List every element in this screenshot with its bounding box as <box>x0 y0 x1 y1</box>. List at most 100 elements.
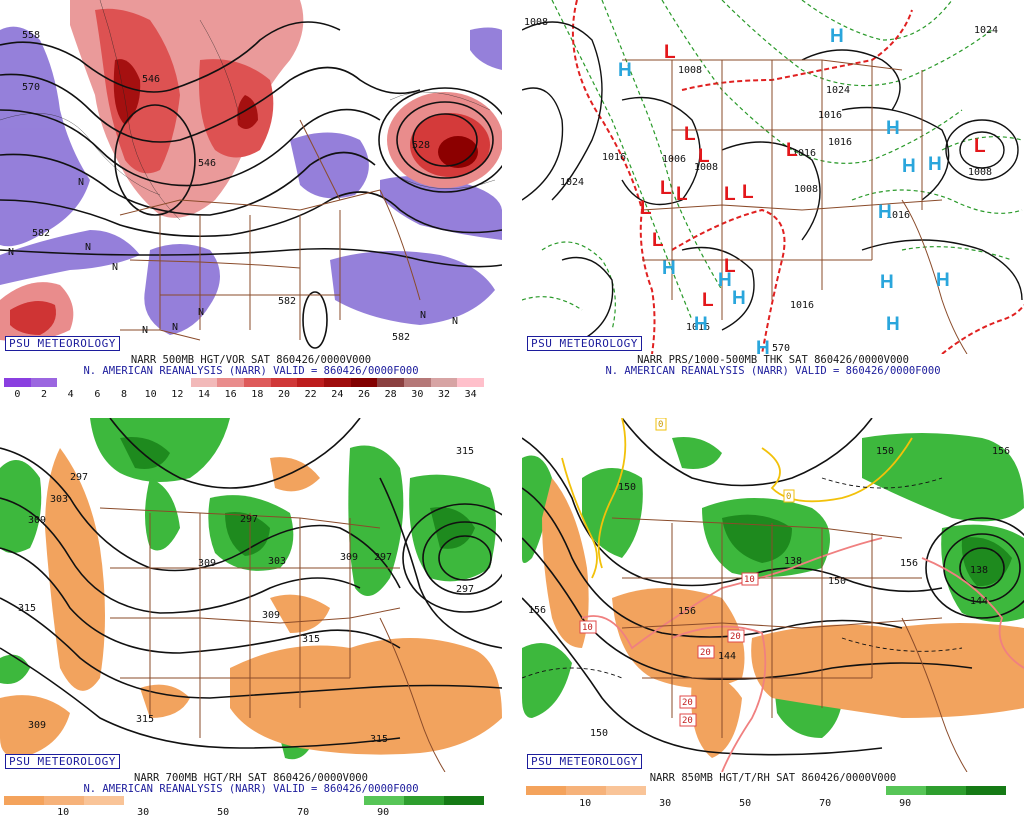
scale-swatch <box>4 796 44 805</box>
low-pressure-marker: L <box>786 140 798 161</box>
high-pressure-marker: H <box>718 270 732 291</box>
contour-label: 309 <box>198 558 216 569</box>
scale-swatch <box>244 378 271 387</box>
scale-swatch <box>30 378 58 387</box>
contour-label: 546 <box>198 158 216 169</box>
contour-label: 582 <box>32 228 50 239</box>
panel-valid-time: N. AMERICAN REANALYSIS (NARR) VALID = 86… <box>605 365 941 377</box>
isobar-label: 1016 <box>790 300 814 311</box>
scale-swatch <box>324 796 364 805</box>
scale-tick-label: 24 <box>331 389 344 400</box>
contour-label: 150 <box>590 728 608 739</box>
contour-label: 297 <box>240 514 258 525</box>
scale-tick-label: 34 <box>464 389 477 400</box>
high-pressure-marker: H <box>878 202 892 223</box>
low-pressure-marker: L <box>660 178 672 199</box>
scale-swatch <box>364 796 404 805</box>
scale-swatch <box>686 786 726 795</box>
scale-swatch <box>526 786 566 795</box>
panel-title: NARR 850MB HGT/T/RH SAT 860426/0000V000 <box>649 772 897 784</box>
scale-swatch <box>926 786 966 795</box>
vorticity-color-scale <box>4 378 485 387</box>
vort-min-letter: N <box>142 325 148 336</box>
panel-valid-time: N. AMERICAN REANALYSIS (NARR) VALID = 86… <box>83 783 419 795</box>
panel-title: NARR 500MB HGT/VOR SAT 860426/0000V000 <box>130 354 372 366</box>
low-pressure-marker: L <box>974 136 986 157</box>
panel-850mb-temp-rh: 156 150 156 150 156 138 144 150 156 144 … <box>522 418 1024 822</box>
contour-label: 156 <box>678 606 696 617</box>
scale-swatch <box>566 786 606 795</box>
scale-swatch <box>806 786 846 795</box>
contour-label: 150 <box>618 482 636 493</box>
psu-meteorology-badge: PSU METEOROLOGY <box>527 754 642 769</box>
isobar-label: 1008 <box>678 65 702 76</box>
high-pressure-marker: H <box>886 118 900 139</box>
vorticity-scale-ticks: 0 2 4 6 8 10 12 14 16 18 20 22 24 26 28 30 32 34 <box>4 389 484 401</box>
high-pressure-marker: H <box>928 154 942 175</box>
low-pressure-marker: L <box>652 230 664 251</box>
contour-label: 297 <box>374 552 392 563</box>
panel-pressure-thickness: 1008 1016 1024 1008 1024 1016 1008 1006 … <box>522 0 1024 404</box>
scale-swatch <box>57 378 85 387</box>
isotherm-label: 20 <box>682 698 693 708</box>
scale-swatch <box>766 786 806 795</box>
scale-swatch <box>164 796 204 805</box>
scale-swatch <box>217 378 245 387</box>
scale-tick-label: 14 <box>197 389 211 400</box>
scale-swatch <box>606 786 646 795</box>
psu-meteorology-badge: PSU METEOROLOGY <box>5 754 120 769</box>
contour-label: 150 <box>876 446 894 457</box>
map-pressure: 1008 1016 1024 1008 1024 1016 1008 1006 … <box>522 0 1024 354</box>
contour-label: 156 <box>900 558 918 569</box>
high-pressure-marker: H <box>880 272 894 293</box>
isobar-label: 1016 <box>792 148 816 159</box>
scale-tick-label: 20 <box>277 389 291 400</box>
scale-tick-label: 12 <box>171 389 184 400</box>
isobar-label: 1016 <box>818 110 842 121</box>
scale-swatch <box>124 796 164 805</box>
scale-swatch <box>404 378 431 387</box>
scale-swatch <box>84 378 111 387</box>
high-pressure-marker: H <box>886 314 900 335</box>
scale-swatch <box>4 378 31 387</box>
scale-tick-label: 2 <box>40 389 47 400</box>
rh-scale-ticks: 10 30 50 70 90 <box>526 798 1006 810</box>
contour-label: 297 <box>456 584 474 595</box>
scale-swatch <box>110 378 138 387</box>
isobar-label: 1008 <box>968 167 992 178</box>
scale-swatch <box>444 796 484 805</box>
scale-tick-label: 0 <box>14 389 21 400</box>
contour-label: 156 <box>528 605 546 616</box>
contour-label: 309 <box>28 720 46 731</box>
isotherm-label: 0 <box>786 492 791 502</box>
low-pressure-marker: L <box>742 182 754 203</box>
isobar-label: 1016 <box>686 322 710 333</box>
scale-swatch <box>137 378 165 387</box>
contour-label: 315 <box>370 734 388 745</box>
rh-color-scale <box>4 796 484 805</box>
isotherm-label: 10 <box>744 575 755 585</box>
scale-swatch <box>84 796 124 805</box>
scale-tick-label: 30 <box>137 807 150 818</box>
contour-label: 582 <box>392 332 410 343</box>
vort-min-letter: N <box>112 262 118 273</box>
vort-min-letter: N <box>198 307 204 318</box>
high-pressure-marker: H <box>618 60 632 81</box>
scale-tick-label: 28 <box>384 389 397 400</box>
contour-label: 315 <box>456 446 474 457</box>
rh-color-scale <box>526 786 1006 795</box>
panel-valid-time: N. AMERICAN REANALYSIS (NARR) VALID = 86… <box>83 365 419 377</box>
high-pressure-marker: H <box>936 270 950 291</box>
scale-swatch <box>164 378 191 387</box>
scale-swatch <box>44 796 84 805</box>
scale-tick-label: 8 <box>120 389 128 400</box>
low-pressure-marker: L <box>664 42 676 63</box>
isotherm-label: 20 <box>730 632 741 642</box>
scale-tick-label: 6 <box>94 389 101 400</box>
panel-700mb-rh: 297 303 309 315 297 309 303 309 309 315 … <box>0 418 502 822</box>
isotherm-label: 0 <box>658 420 663 430</box>
vort-min-letter: N <box>85 242 91 253</box>
vort-min-letter: N <box>420 310 426 321</box>
isobar-label: 1008 <box>794 184 818 195</box>
isotherm-label: 20 <box>682 716 693 726</box>
